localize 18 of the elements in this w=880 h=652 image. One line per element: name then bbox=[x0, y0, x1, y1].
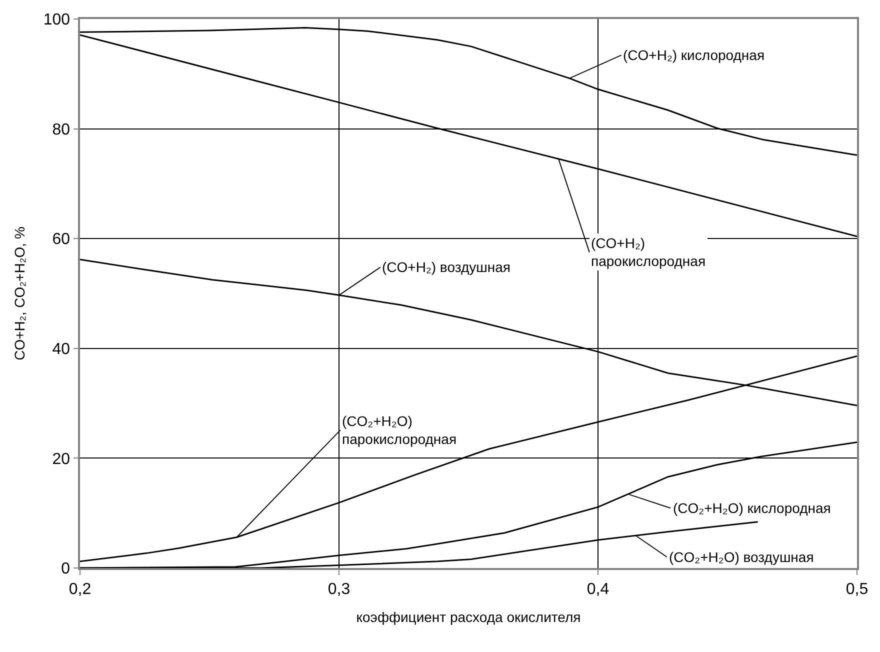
y-tick-label: 20 bbox=[52, 450, 70, 468]
y-tick-label: 80 bbox=[52, 121, 70, 138]
annotation: (CO+H₂) воздушная bbox=[382, 259, 510, 275]
annotation: (CO+H₂) кислородная bbox=[623, 47, 765, 63]
y-axis-title: CO+H₂, CO₂+H₂O, % bbox=[11, 226, 28, 360]
y-tick-label: 40 bbox=[52, 341, 70, 358]
x-tick-label: 0,3 bbox=[328, 580, 350, 598]
x-axis-title: коэффициент расхода окислителя bbox=[356, 608, 581, 625]
annotation: (CO₂+H₂O) кислородная bbox=[673, 500, 831, 516]
x-tick-label: 0,4 bbox=[586, 580, 610, 598]
x-tick-label: 0,5 bbox=[846, 580, 868, 598]
annotation: (CO+H₂) парокислородная bbox=[591, 235, 706, 270]
x-tick-label: 0,2 bbox=[68, 580, 92, 598]
y-tick-label: 100 bbox=[43, 12, 70, 29]
y-tick-label: 60 bbox=[52, 231, 70, 248]
y-tick-label: 0 bbox=[61, 560, 70, 578]
annotation: (CO₂+H₂O) воздушная bbox=[669, 549, 814, 565]
annotation: (CO₂+H₂O) парокислородная bbox=[342, 413, 457, 448]
